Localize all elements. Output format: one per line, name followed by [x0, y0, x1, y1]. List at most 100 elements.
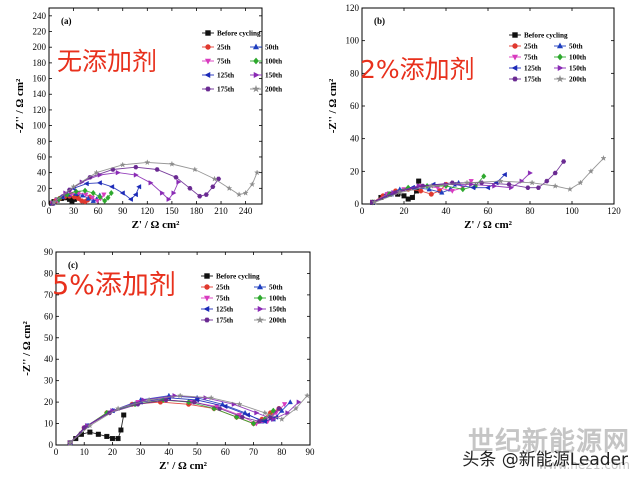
x-tick-label: 0: [360, 206, 365, 216]
data-point: [244, 412, 250, 418]
data-point: [371, 199, 378, 206]
data-point: [194, 397, 200, 403]
series-200th: [67, 392, 311, 446]
data-point: [83, 180, 89, 187]
data-point: [485, 185, 491, 191]
legend-label: 100th: [265, 58, 282, 66]
data-point: [101, 192, 107, 198]
x-tick-label: 120: [141, 206, 155, 216]
data-point: [481, 173, 487, 180]
panel-label: (a): [61, 16, 72, 26]
legend-label: 125th: [216, 306, 233, 314]
data-point: [119, 161, 126, 168]
data-point: [296, 399, 302, 405]
y-axis-label: -Z'' / Ω cm²: [327, 78, 339, 133]
data-point: [146, 396, 153, 403]
series-175th: [67, 397, 282, 445]
data-point: [217, 406, 223, 411]
y-tick-label: 100: [346, 36, 360, 46]
legend-marker: [204, 284, 210, 290]
y-tick-label: 80: [37, 136, 47, 146]
x-tick-label: 80: [526, 206, 536, 216]
y-axis-label: -Z'' / Ω cm²: [21, 321, 33, 376]
data-point: [396, 189, 403, 196]
y-tick-label: 80: [350, 68, 360, 78]
data-point: [405, 196, 411, 202]
data-point: [104, 433, 110, 439]
data-point: [109, 436, 115, 442]
data-point: [426, 186, 432, 192]
y-tick-label: 20: [37, 183, 47, 193]
x-tick-label: 20: [108, 447, 118, 457]
y-tick-label: 200: [33, 42, 47, 52]
data-point: [197, 193, 203, 199]
legend-label: 75th: [216, 295, 230, 303]
x-tick-label: 100: [565, 206, 579, 216]
data-point: [285, 410, 291, 416]
y-tick-label: 30: [44, 376, 54, 386]
data-point: [552, 170, 558, 176]
x-tick-label: 80: [277, 447, 287, 457]
data-point: [163, 397, 169, 403]
y-tick-label: 10: [44, 419, 54, 429]
data-point: [108, 189, 114, 197]
series-100th: [67, 396, 276, 446]
legend-marker: [256, 315, 264, 324]
series-before-cycling: [67, 412, 127, 446]
data-point: [428, 182, 435, 189]
y-tick-label: 20: [44, 397, 54, 407]
y-tick-label: 0: [355, 199, 360, 209]
legend-marker: [253, 71, 260, 79]
x-tick-label: 40: [164, 447, 174, 457]
data-point: [132, 191, 138, 198]
data-point: [144, 159, 151, 166]
data-point: [119, 190, 125, 196]
data-point: [87, 429, 93, 435]
data-point: [527, 170, 533, 176]
legend-label: 25th: [217, 44, 231, 52]
data-point: [176, 179, 182, 185]
series-25th: [67, 399, 282, 446]
legend-label: 25th: [216, 284, 230, 292]
y-tick-label: 100: [33, 121, 47, 131]
y-axis-label: -Z'' / Ω cm²: [14, 78, 26, 133]
series-line: [69, 414, 125, 444]
y-tick-label: 50: [44, 333, 54, 343]
legend-marker: [556, 42, 564, 49]
data-point: [133, 164, 139, 170]
data-point: [222, 403, 228, 410]
data-point: [105, 194, 111, 201]
legend-label: 125th: [217, 72, 234, 80]
legend-label: 150th: [269, 306, 286, 314]
legend: Before cycling 25th 50th 75th 100th 125th 150t…: [202, 30, 282, 94]
additive-annotation: 2%添加剂: [360, 55, 475, 84]
data-point: [211, 175, 218, 182]
data-point: [85, 195, 91, 201]
legend-label: 75th: [217, 58, 231, 66]
data-point: [96, 180, 102, 186]
legend: Before cycling 25th 50th 75th 100th 125th 150t…: [509, 32, 586, 84]
y-tick-label: 140: [33, 89, 47, 99]
legend-label: 50th: [569, 43, 583, 51]
y-tick-label: 0: [49, 440, 54, 450]
data-point: [279, 407, 285, 413]
additive-annotation: 无添加剂: [57, 47, 157, 76]
legend-marker: [252, 84, 260, 93]
data-point: [107, 410, 113, 415]
x-axis-label: Z' / Ω cm²: [464, 219, 513, 231]
legend-label: 25th: [524, 43, 538, 51]
data-point: [276, 406, 282, 411]
data-point: [261, 418, 267, 425]
legend-label: 150th: [569, 65, 586, 73]
data-point: [470, 185, 476, 191]
data-point: [468, 179, 474, 185]
panel-b: 0 20 40 60 80 100 120 0 20 40 60 80 100 120 Z' / Ω cm²…: [327, 3, 621, 231]
data-point: [210, 184, 216, 189]
data-point: [497, 177, 504, 184]
legend-marker: [557, 64, 564, 72]
legend-label: 50th: [269, 284, 283, 292]
additive-annotation: 5%添加剂: [52, 270, 176, 301]
legend-marker: [205, 30, 211, 36]
legend-marker: [557, 53, 563, 61]
y-tick-label: 240: [33, 11, 47, 21]
